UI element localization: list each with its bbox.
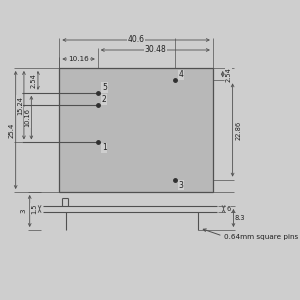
Text: 0.64mm square pins: 0.64mm square pins bbox=[224, 234, 298, 240]
Text: 5: 5 bbox=[102, 83, 107, 92]
Text: 2.54: 2.54 bbox=[31, 73, 37, 88]
Text: 3: 3 bbox=[179, 181, 184, 190]
Text: 6: 6 bbox=[226, 206, 231, 212]
Text: 2.54: 2.54 bbox=[226, 67, 232, 82]
Text: 8.3: 8.3 bbox=[235, 215, 245, 221]
Text: 1: 1 bbox=[102, 143, 107, 152]
Text: 2: 2 bbox=[102, 95, 107, 104]
Text: 25.4: 25.4 bbox=[8, 122, 14, 138]
Text: 22.86: 22.86 bbox=[236, 120, 242, 140]
Text: 15.24: 15.24 bbox=[17, 96, 23, 115]
Text: 40.6: 40.6 bbox=[128, 35, 145, 44]
Text: 10.16: 10.16 bbox=[68, 56, 89, 62]
Text: 1.5: 1.5 bbox=[31, 204, 37, 214]
Bar bbox=[59, 68, 213, 192]
Text: 4: 4 bbox=[179, 70, 184, 80]
Text: 30.48: 30.48 bbox=[144, 46, 166, 55]
Text: 10.16: 10.16 bbox=[24, 108, 30, 127]
Text: 3: 3 bbox=[21, 209, 27, 213]
